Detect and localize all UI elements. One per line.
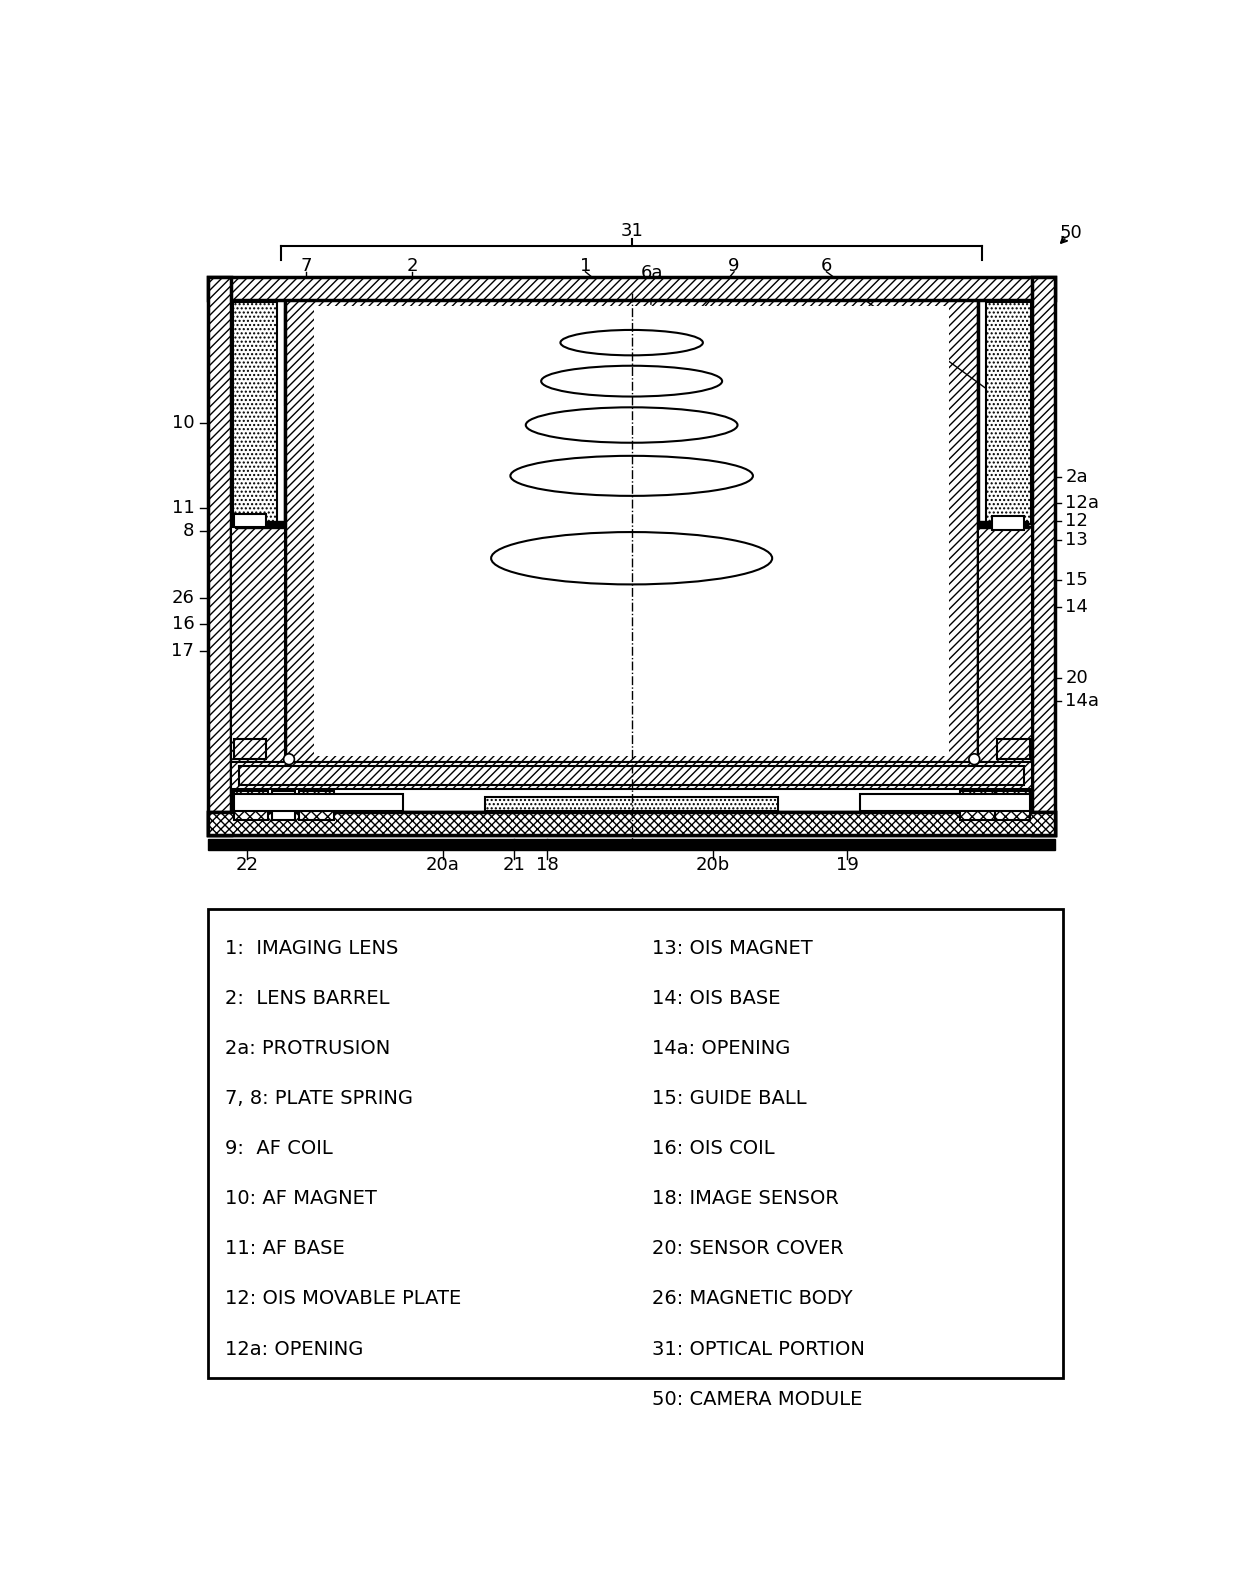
Bar: [231, 528, 285, 762]
Text: 21: 21: [502, 855, 526, 874]
Text: 26: MAGNETIC BODY: 26: MAGNETIC BODY: [652, 1289, 853, 1308]
Ellipse shape: [560, 330, 703, 355]
Text: 20a: 20a: [427, 855, 460, 874]
Text: 2: 2: [407, 256, 418, 275]
Bar: [285, 300, 978, 762]
Text: 6a: 6a: [641, 264, 663, 283]
Bar: [208, 839, 1055, 850]
Text: 14a: 14a: [1065, 692, 1099, 709]
Bar: [485, 797, 777, 811]
Text: 14: OIS BASE: 14: OIS BASE: [652, 989, 781, 1008]
Text: 50: 50: [1059, 225, 1083, 242]
Text: 12a: OPENING: 12a: OPENING: [226, 1339, 363, 1358]
Bar: [315, 307, 949, 756]
Bar: [233, 794, 403, 811]
Bar: [236, 522, 285, 528]
Text: 14: 14: [1065, 597, 1087, 616]
Bar: [1032, 277, 1055, 835]
Text: 16: 16: [171, 616, 195, 634]
Text: 12: 12: [1065, 512, 1087, 530]
Text: 19: 19: [836, 855, 858, 874]
Circle shape: [284, 755, 294, 764]
Ellipse shape: [526, 407, 738, 443]
Text: 2:  LENS BARREL: 2: LENS BARREL: [226, 989, 389, 1008]
Ellipse shape: [541, 366, 722, 396]
Text: 9:  AF COIL: 9: AF COIL: [226, 1140, 332, 1159]
Bar: [986, 302, 1030, 523]
Bar: [994, 791, 1029, 821]
Text: 31: 31: [620, 222, 644, 241]
Bar: [861, 794, 1029, 811]
Text: 7: 7: [300, 256, 311, 275]
Text: 11: AF BASE: 11: AF BASE: [226, 1239, 345, 1259]
Bar: [208, 277, 1055, 300]
Text: 13: 13: [1065, 531, 1087, 549]
Text: 8: 8: [184, 522, 195, 541]
Text: 20: SENSOR COVER: 20: SENSOR COVER: [652, 1239, 844, 1259]
Bar: [208, 277, 231, 835]
Ellipse shape: [491, 531, 773, 585]
Bar: [239, 766, 1024, 786]
Text: 16: OIS COIL: 16: OIS COIL: [652, 1140, 775, 1159]
Text: 18: IMAGE SENSOR: 18: IMAGE SENSOR: [652, 1190, 839, 1209]
Bar: [978, 528, 1032, 762]
Bar: [208, 813, 1055, 835]
Bar: [231, 762, 1032, 789]
Text: 12: OIS MOVABLE PLATE: 12: OIS MOVABLE PLATE: [226, 1289, 461, 1308]
Text: 13: OIS MAGNET: 13: OIS MAGNET: [652, 938, 813, 957]
Bar: [236, 522, 285, 528]
Text: 20b: 20b: [696, 855, 729, 874]
Text: 20: 20: [1065, 668, 1087, 687]
Bar: [299, 791, 334, 821]
Text: 10: AF MAGNET: 10: AF MAGNET: [226, 1190, 377, 1209]
Text: 17: 17: [171, 641, 195, 660]
Bar: [272, 791, 295, 821]
Text: 9: 9: [728, 256, 740, 275]
Text: 31: OPTICAL PORTION: 31: OPTICAL PORTION: [652, 1339, 866, 1358]
Text: 12a: 12a: [1065, 494, 1099, 512]
Text: 11: 11: [171, 500, 195, 517]
Bar: [997, 739, 1029, 759]
Text: 2a: PROTRUSION: 2a: PROTRUSION: [226, 1039, 391, 1058]
Text: 2a: 2a: [1065, 468, 1087, 486]
Text: 1: 1: [580, 256, 591, 275]
Bar: [233, 739, 265, 759]
Text: 14a: OPENING: 14a: OPENING: [652, 1039, 791, 1058]
Text: 1:  IMAGING LENS: 1: IMAGING LENS: [226, 938, 398, 957]
Bar: [233, 302, 278, 523]
Ellipse shape: [511, 456, 753, 495]
Text: 10: 10: [171, 415, 195, 432]
Bar: [978, 522, 1028, 528]
Text: 50: CAMERA MODULE: 50: CAMERA MODULE: [652, 1390, 863, 1409]
Bar: [208, 909, 1063, 1379]
Bar: [233, 514, 265, 528]
Circle shape: [968, 755, 980, 764]
Text: 26: 26: [171, 590, 195, 607]
Text: 15: GUIDE BALL: 15: GUIDE BALL: [652, 1089, 807, 1108]
Text: 18: 18: [536, 855, 558, 874]
Text: 22: 22: [236, 855, 258, 874]
Text: 6: 6: [821, 256, 832, 275]
Bar: [992, 516, 1024, 530]
Bar: [961, 791, 994, 821]
Bar: [208, 813, 1055, 835]
Bar: [233, 791, 268, 821]
Bar: [978, 522, 1028, 528]
Text: 7, 8: PLATE SPRING: 7, 8: PLATE SPRING: [226, 1089, 413, 1108]
Text: 15: 15: [1065, 571, 1087, 590]
